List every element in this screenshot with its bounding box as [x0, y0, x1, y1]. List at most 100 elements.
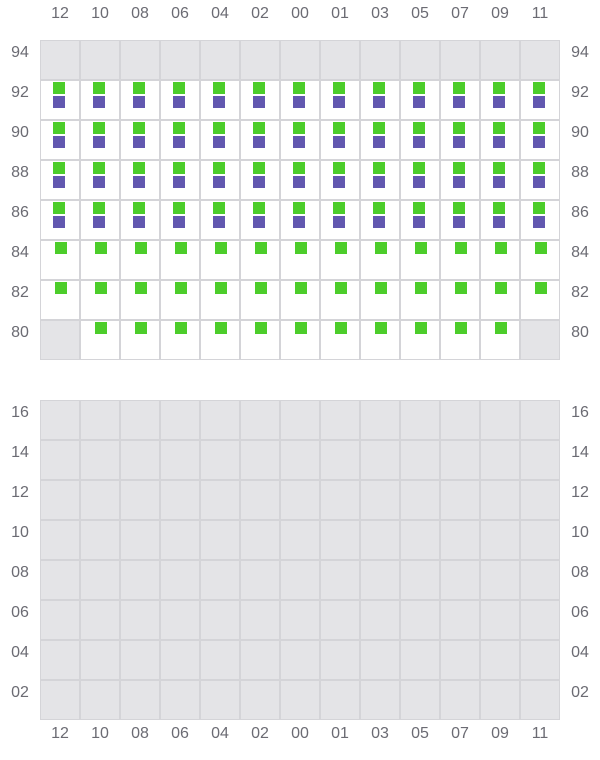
top-panel	[40, 40, 560, 360]
grid-cell[interactable]	[360, 200, 400, 240]
grid-cell[interactable]	[120, 280, 160, 320]
grid-cell[interactable]	[320, 280, 360, 320]
grid-cell[interactable]	[80, 280, 120, 320]
grid-cell[interactable]	[80, 80, 120, 120]
grid-cell[interactable]	[360, 240, 400, 280]
grid-cell[interactable]	[320, 160, 360, 200]
disabled-cell	[520, 400, 560, 440]
grid-cell[interactable]	[240, 80, 280, 120]
grid-cell[interactable]	[320, 320, 360, 360]
grid-cell[interactable]	[440, 120, 480, 160]
purple-marker	[333, 136, 345, 148]
grid-cell[interactable]	[40, 280, 80, 320]
grid-cell[interactable]	[480, 200, 520, 240]
grid-cell[interactable]	[280, 280, 320, 320]
grid-cell[interactable]	[160, 80, 200, 120]
grid-cell[interactable]	[120, 160, 160, 200]
disabled-cell	[320, 600, 360, 640]
top-column-label: 02	[251, 5, 269, 22]
grid-cell[interactable]	[160, 240, 200, 280]
grid-cell[interactable]	[40, 120, 80, 160]
grid-cell[interactable]	[200, 160, 240, 200]
grid-cell[interactable]	[80, 120, 120, 160]
grid-cell[interactable]	[120, 240, 160, 280]
grid-cell[interactable]	[480, 280, 520, 320]
disabled-cell	[360, 680, 400, 720]
grid-cell[interactable]	[400, 320, 440, 360]
grid-cell[interactable]	[40, 160, 80, 200]
grid-cell[interactable]	[400, 120, 440, 160]
grid-cell[interactable]	[160, 320, 200, 360]
grid-cell[interactable]	[360, 320, 400, 360]
grid-cell[interactable]	[80, 240, 120, 280]
grid-cell[interactable]	[440, 280, 480, 320]
green-marker	[133, 82, 145, 94]
grid-cell[interactable]	[440, 160, 480, 200]
grid-cell[interactable]	[280, 240, 320, 280]
grid-cell[interactable]	[480, 240, 520, 280]
grid-cell[interactable]	[280, 200, 320, 240]
grid-cell[interactable]	[320, 200, 360, 240]
grid-cell[interactable]	[200, 320, 240, 360]
grid-cell[interactable]	[240, 200, 280, 240]
grid-cell[interactable]	[120, 320, 160, 360]
grid-cell[interactable]	[400, 160, 440, 200]
grid-cell[interactable]	[480, 160, 520, 200]
grid-cell[interactable]	[520, 160, 560, 200]
grid-cell[interactable]	[360, 120, 400, 160]
grid-cell[interactable]	[240, 120, 280, 160]
grid-cell[interactable]	[520, 280, 560, 320]
grid-cell[interactable]	[280, 320, 320, 360]
grid-cell[interactable]	[480, 120, 520, 160]
disabled-cell	[520, 440, 560, 480]
grid-cell[interactable]	[240, 240, 280, 280]
grid-cell[interactable]	[200, 200, 240, 240]
grid-cell[interactable]	[160, 280, 200, 320]
grid-cell[interactable]	[80, 320, 120, 360]
grid-cell[interactable]	[400, 80, 440, 120]
grid-cell[interactable]	[440, 80, 480, 120]
grid-cell[interactable]	[40, 240, 80, 280]
grid-cell[interactable]	[200, 280, 240, 320]
grid-cell[interactable]	[240, 160, 280, 200]
grid-cell[interactable]	[240, 320, 280, 360]
grid-cell[interactable]	[280, 160, 320, 200]
grid-cell[interactable]	[400, 200, 440, 240]
grid-cell[interactable]	[320, 80, 360, 120]
grid-cell[interactable]	[440, 200, 480, 240]
grid-cell[interactable]	[120, 200, 160, 240]
grid-cell[interactable]	[80, 200, 120, 240]
row-label-right: 80	[571, 324, 589, 341]
grid-cell[interactable]	[360, 80, 400, 120]
grid-cell[interactable]	[440, 240, 480, 280]
grid-cell[interactable]	[320, 120, 360, 160]
grid-cell[interactable]	[520, 200, 560, 240]
grid-cell[interactable]	[520, 80, 560, 120]
grid-cell[interactable]	[440, 320, 480, 360]
grid-cell[interactable]	[320, 240, 360, 280]
grid-cell[interactable]	[160, 200, 200, 240]
grid-cell[interactable]	[160, 160, 200, 200]
purple-marker	[173, 176, 185, 188]
grid-cell[interactable]	[200, 80, 240, 120]
purple-marker	[53, 216, 65, 228]
grid-cell[interactable]	[400, 240, 440, 280]
grid-cell[interactable]	[520, 120, 560, 160]
grid-cell[interactable]	[160, 120, 200, 160]
grid-cell[interactable]	[200, 120, 240, 160]
grid-cell[interactable]	[240, 280, 280, 320]
grid-cell[interactable]	[360, 280, 400, 320]
grid-cell[interactable]	[200, 240, 240, 280]
grid-cell[interactable]	[40, 80, 80, 120]
grid-cell[interactable]	[280, 80, 320, 120]
grid-cell[interactable]	[280, 120, 320, 160]
grid-cell[interactable]	[120, 80, 160, 120]
grid-cell[interactable]	[40, 200, 80, 240]
grid-cell[interactable]	[480, 320, 520, 360]
grid-cell[interactable]	[120, 120, 160, 160]
grid-cell[interactable]	[480, 80, 520, 120]
grid-cell[interactable]	[360, 160, 400, 200]
grid-cell[interactable]	[520, 240, 560, 280]
grid-cell[interactable]	[80, 160, 120, 200]
grid-cell[interactable]	[400, 280, 440, 320]
